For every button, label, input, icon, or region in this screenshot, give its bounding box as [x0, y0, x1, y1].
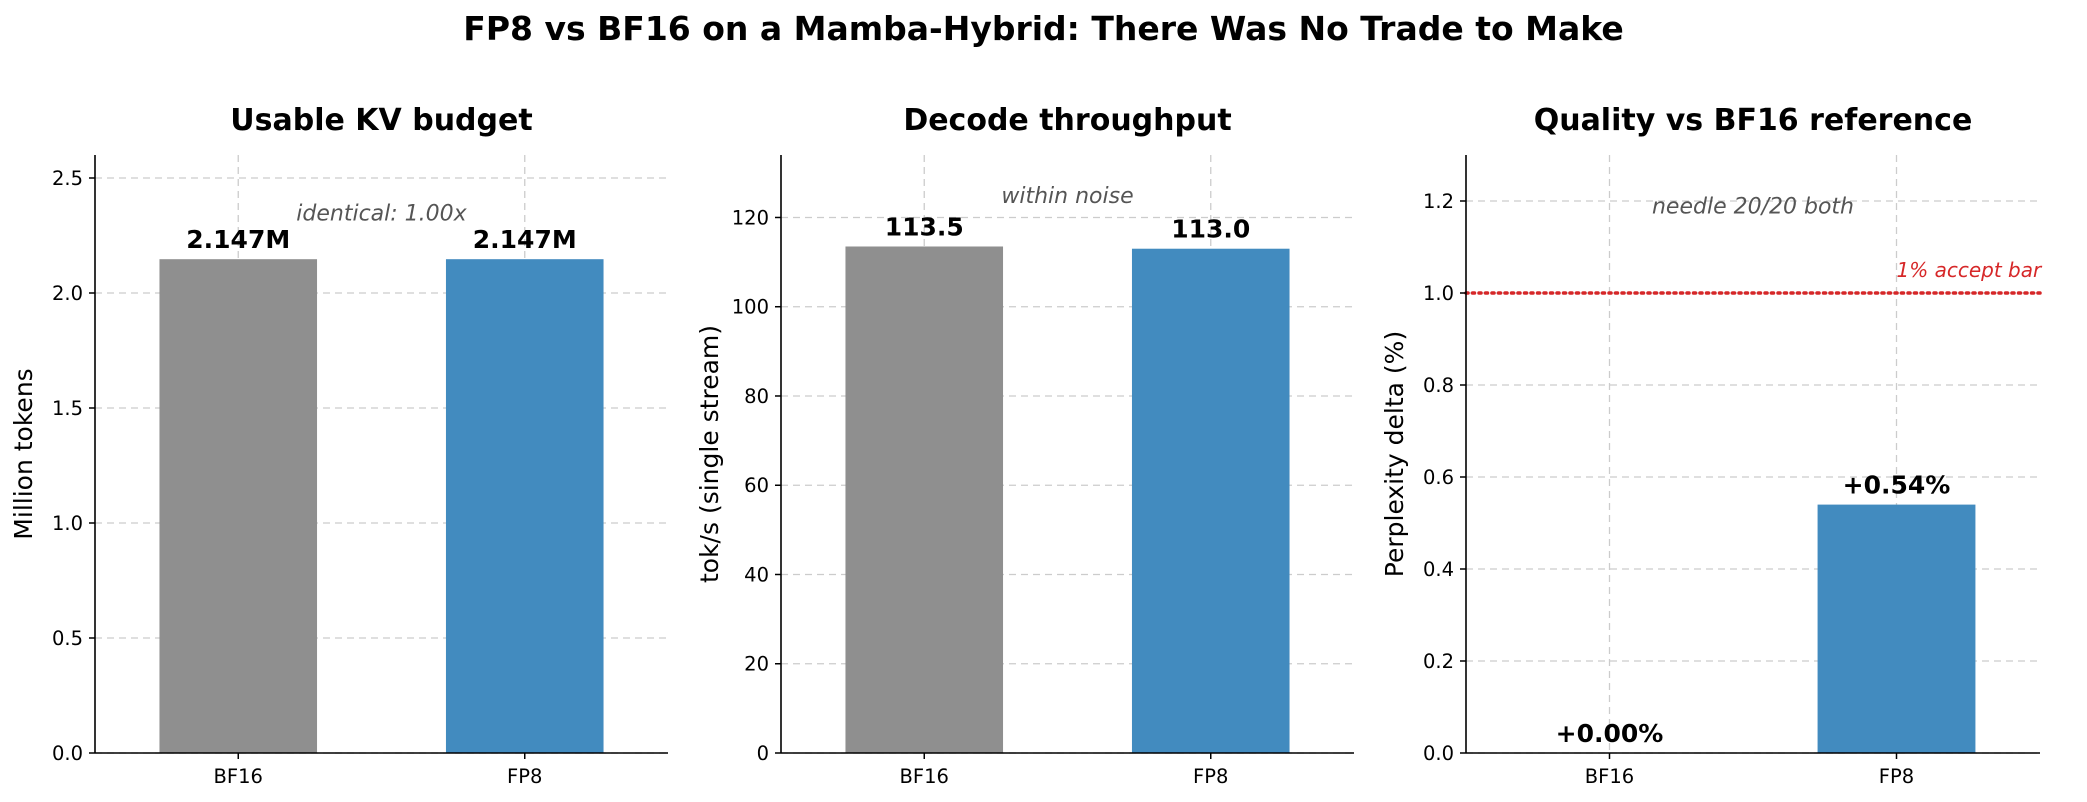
chart-panel-2: Decode throughput 113.5 113.0 within noise 0…	[695, 103, 1354, 788]
y-tick-label: 1.0	[52, 512, 83, 535]
x-ticks: BF16 FP8	[214, 753, 542, 788]
y-tick-label: 20	[744, 653, 769, 676]
x-tick-label: BF16	[900, 765, 949, 788]
y-tick-label: 0.6	[1423, 466, 1454, 489]
y-tick-label: 0.2	[1423, 650, 1454, 673]
annotation: identical: 1.00x	[296, 202, 467, 227]
y-axis-label: Perplexity delta (%)	[1380, 331, 1409, 577]
y-axis-label: Million tokens	[9, 368, 38, 539]
y-tick-label: 0.0	[1423, 742, 1454, 765]
bars	[845, 246, 1290, 753]
y-tick-label: 1.2	[1423, 190, 1454, 213]
data-label: +0.54%	[1843, 471, 1951, 500]
data-label: 2.147M	[473, 225, 577, 254]
figure-title: FP8 vs BF16 on a Mamba-Hybrid: There Was…	[463, 9, 1623, 48]
y-tick-label: 0.8	[1423, 374, 1454, 397]
x-tick-label: BF16	[1585, 765, 1634, 788]
y-tick-label: 0	[757, 742, 769, 765]
y-tick-label: 60	[744, 474, 769, 497]
value-labels: 2.147M 2.147M	[186, 225, 576, 254]
y-tick-label: 0.0	[52, 742, 83, 765]
data-label: +0.00%	[1556, 719, 1664, 748]
y-tick-label: 0.4	[1423, 558, 1454, 581]
y-tick-label: 0.5	[52, 627, 83, 650]
bar-fp8	[1131, 248, 1290, 753]
x-ticks: BF16 FP8	[1585, 753, 1914, 788]
y-ticks: 0.0 0.5 1.0 1.5 2.0 2.5	[52, 167, 95, 765]
x-tick-label: FP8	[1879, 765, 1914, 788]
y-tick-label: 1.0	[1423, 282, 1454, 305]
y-tick-label: 120	[732, 206, 769, 229]
data-label: 113.0	[1171, 215, 1250, 244]
panel-title: Quality vs BF16 reference	[1534, 103, 1973, 138]
data-label: 2.147M	[186, 225, 290, 254]
y-ticks: 0.0 0.2 0.4 0.6 0.8 1.0 1.2	[1423, 190, 1466, 765]
data-label: 113.5	[885, 212, 964, 241]
y-axis-label: tok/s (single stream)	[695, 325, 724, 583]
reference-line-label: 1% accept bar	[1897, 258, 2043, 282]
y-tick-label: 2.5	[52, 167, 83, 190]
bar-fp8	[445, 259, 604, 753]
x-tick-label: FP8	[507, 765, 542, 788]
annotation: within noise	[1001, 184, 1133, 209]
x-ticks: BF16 FP8	[900, 753, 1228, 788]
y-tick-label: 100	[732, 296, 769, 319]
annotation: needle 20/20 both	[1652, 195, 1854, 220]
panel-title: Decode throughput	[903, 103, 1231, 138]
value-labels: 113.5 113.0	[885, 212, 1251, 243]
y-tick-label: 80	[744, 385, 769, 408]
bars	[1817, 504, 1976, 753]
y-tick-label: 40	[744, 563, 769, 586]
y-ticks: 0 20 40 60 80 100 120	[732, 206, 781, 765]
x-tick-label: BF16	[214, 765, 263, 788]
bar-bf16	[845, 246, 1004, 753]
bars	[159, 259, 604, 753]
x-tick-label: FP8	[1193, 765, 1228, 788]
y-tick-label: 2.0	[52, 282, 83, 305]
bar-bf16	[159, 259, 318, 753]
chart-panel-3: Quality vs BF16 reference 1% accept bar +0…	[1380, 103, 2043, 788]
panel-title: Usable KV budget	[230, 103, 532, 138]
bar-fp8	[1817, 504, 1976, 753]
value-labels: +0.00% +0.54%	[1556, 471, 1951, 748]
y-tick-label: 1.5	[52, 397, 83, 420]
